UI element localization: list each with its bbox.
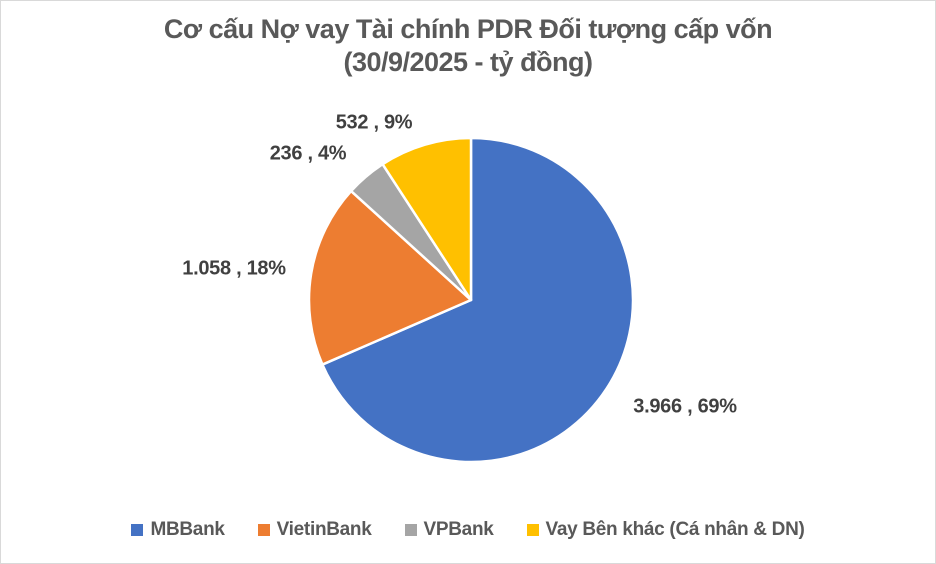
data-label-vay-ben-khac: 532 , 9%: [335, 111, 413, 134]
legend-swatch-vay-ben-khac: [526, 524, 539, 536]
data-label-vpbank: 236 , 4%: [269, 142, 347, 165]
pie-slice-vay-b-n-kh-c-c-nh-n-dn: [381, 136, 473, 302]
legend-item-mbbank: MBBank: [131, 519, 225, 541]
data-label-vietinbank: 1.058 , 18%: [182, 257, 286, 280]
legend-label-vietinbank: VietinBank: [276, 519, 372, 540]
chart-title-line1: Cơ cấu Nợ vay Tài chính PDR Đối tượng cấ…: [163, 14, 773, 44]
legend-label-vpbank: VPBank: [423, 519, 494, 540]
legend-swatch-vietinbank: [257, 524, 270, 536]
legend-label-vay-ben-khac: Vay Bên khác (Cá nhân & DN): [545, 519, 805, 540]
legend-label-mbbank: MBBank: [150, 519, 225, 540]
legend-item-vay-ben-khac: Vay Bên khác (Cá nhân & DN): [526, 519, 805, 541]
legend: MBBank VietinBank VPBank Vay Bên khác (C…: [1, 519, 935, 541]
legend-swatch-mbbank: [131, 524, 144, 536]
data-label-mbbank: 3.966 , 69%: [633, 395, 737, 418]
legend-swatch-vpbank: [404, 524, 417, 536]
pie-slice-vietinbank: [307, 189, 473, 366]
legend-item-vietinbank: VietinBank: [257, 519, 372, 541]
pie-slice-mbbank: [321, 136, 635, 464]
chart-title: Cơ cấu Nợ vay Tài chính PDR Đối tượng cấ…: [1, 13, 935, 79]
legend-item-vpbank: VPBank: [404, 519, 494, 541]
chart-title-line2: (30/9/2025 - tỷ đồng): [343, 47, 593, 77]
